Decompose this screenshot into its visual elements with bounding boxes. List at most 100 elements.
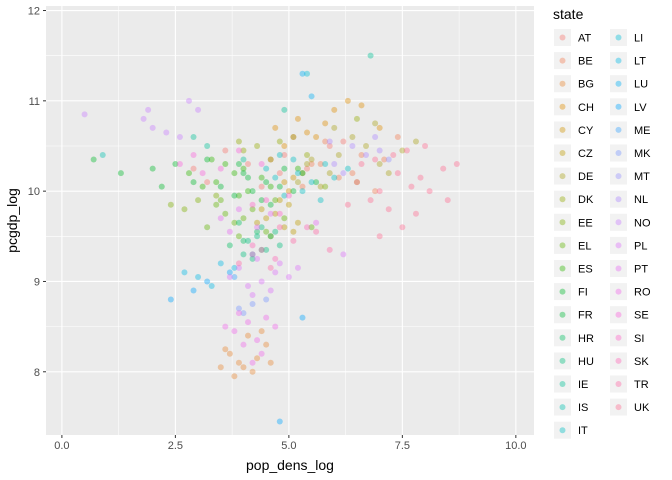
data-point-hu [254,233,261,240]
data-point-nl [349,142,356,149]
data-point-fr [249,188,256,195]
data-point-es [208,156,215,163]
data-point-nl [376,147,383,154]
legend-key-background [610,283,627,301]
data-point-pl [258,278,265,285]
legend-key-background [554,329,571,347]
legend-key-dk [559,196,566,203]
data-point-fr [240,170,247,177]
legend-key-background [554,75,571,93]
data-point-mk [249,301,256,308]
data-point-no [81,111,88,118]
data-point-bg [249,368,256,375]
legend-key-background [554,375,571,393]
data-point-uk [344,201,351,208]
data-point-ro [245,319,252,326]
data-point-fr [290,188,297,195]
data-point-ro [235,310,242,317]
data-point-ro [249,359,256,366]
legend-key-background [554,167,571,185]
data-point-ie [240,156,247,163]
legend-label-dk: DK [578,194,594,206]
data-point-tr [249,251,256,258]
data-point-fi [158,183,165,190]
data-point-si [276,210,283,217]
data-point-es [258,174,265,181]
data-point-nl [372,133,379,140]
data-point-se [190,152,197,159]
legend-key-background [610,98,627,116]
y-tick-label: 9 [34,276,40,288]
data-point-el [249,206,256,213]
data-point-cz [272,210,279,217]
legend-key-me [615,126,622,133]
data-point-el [213,201,220,208]
y-axis-title: pcgdp_log [4,188,20,253]
legend-key-no [615,219,622,226]
data-point-sk [272,255,279,262]
data-point-dk [267,156,274,163]
legend-key-background [610,352,627,370]
legend-key-background [554,144,571,162]
data-point-cz [281,224,288,231]
legend-label-fi: FI [578,287,588,299]
legend-key-background [610,52,627,70]
data-point-at [326,142,333,149]
data-point-de [353,179,360,186]
data-point-uk [440,165,447,172]
legend-key-background [554,29,571,46]
legend-key-pt [615,265,622,272]
data-point-hu [245,237,252,244]
data-point-es [222,161,229,168]
data-point-be [381,156,388,163]
legend-key-background [610,329,627,347]
data-point-el [231,219,238,226]
legend-key-hu [559,357,566,364]
data-point-pl [272,269,279,276]
data-point-uk [372,156,379,163]
data-point-ch [281,142,288,149]
data-point-no [140,115,147,122]
data-point-lu [299,70,306,77]
legend: AT BE BG CH CY CZ DE DK EE EL ES FI FR HR HU IE IS IT LI LT… [554,29,651,439]
data-point-ch [344,97,351,104]
data-point-pt [313,219,320,226]
data-point-ch [272,124,279,131]
data-point-no [149,124,156,131]
data-point-fi [190,179,197,186]
data-point-at [276,170,283,177]
legend-key-background [610,121,627,139]
data-point-lv [204,278,211,285]
legend-key-mk [615,150,622,156]
data-point-el [217,197,224,204]
legend-key-background [610,144,627,162]
legend-title: state [553,6,584,22]
legend-key-sk [615,357,622,364]
data-point-be [394,133,401,140]
data-point-el [222,210,229,217]
data-point-uk [412,210,419,217]
legend-key-be [559,57,566,64]
data-point-fr [263,179,270,186]
data-point-uk [444,197,451,204]
y-tick-label: 11 [29,96,40,108]
data-point-uk [367,197,374,204]
data-point-at [245,161,252,168]
data-point-no [145,106,152,113]
data-point-tr [235,260,242,267]
legend-label-ee: EE [578,217,593,229]
data-point-hu [276,242,283,249]
data-point-it [299,188,306,195]
legend-key-is [559,404,566,411]
data-point-uk [394,170,401,177]
legend-key-at [559,34,566,41]
data-point-fr [258,197,265,204]
data-point-hr [240,237,247,244]
data-point-at [222,147,229,154]
legend-label-uk: UK [634,402,650,414]
data-point-fi [149,165,156,172]
legend-label-hu: HU [578,356,594,368]
data-point-be [372,188,379,195]
data-point-el [263,228,270,235]
